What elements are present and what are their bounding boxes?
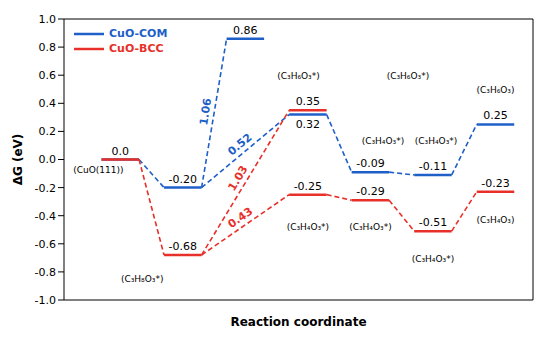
svg-text:-0.4: -0.4 xyxy=(35,210,56,223)
svg-text:(C₃H₄O₃): (C₃H₄O₃) xyxy=(476,215,514,225)
svg-text:1.0: 1.0 xyxy=(39,13,57,26)
svg-text:0.32: 0.32 xyxy=(296,118,321,131)
svg-text:(CuO(111)): (CuO(111)) xyxy=(73,165,123,175)
svg-text:Reaction coordinate: Reaction coordinate xyxy=(230,315,366,329)
svg-text:(C₃H₈O₃*): (C₃H₈O₃*) xyxy=(121,274,163,284)
svg-text:0.0: 0.0 xyxy=(112,145,130,158)
svg-text:(C₃H₆O₃*): (C₃H₆O₃*) xyxy=(277,71,319,81)
svg-text:(C₃H₄O₃*): (C₃H₄O₃*) xyxy=(415,136,457,146)
svg-text:0.0: 0.0 xyxy=(39,153,57,166)
svg-text:(C₃H₄O₃*): (C₃H₄O₃*) xyxy=(287,222,329,232)
svg-text:(C₃H₆O₃*): (C₃H₆O₃*) xyxy=(387,71,429,81)
svg-text:0.25: 0.25 xyxy=(483,109,508,122)
svg-text:0.6: 0.6 xyxy=(39,69,57,82)
html-text:CuO-BCC: CuO-BCC xyxy=(109,42,164,55)
svg-text:1.06: 1.06 xyxy=(197,97,214,126)
svg-text:0.35: 0.35 xyxy=(296,95,321,108)
svg-text:(C₃H₆O₃): (C₃H₆O₃) xyxy=(476,85,514,95)
svg-text:-0.29: -0.29 xyxy=(356,185,384,198)
svg-text:-0.68: -0.68 xyxy=(169,240,197,253)
svg-text:-0.23: -0.23 xyxy=(481,177,509,190)
svg-text:1.03: 1.03 xyxy=(225,163,250,193)
svg-text:(C₃H₄O₃*): (C₃H₄O₃*) xyxy=(349,222,391,232)
svg-text:0.4: 0.4 xyxy=(39,97,57,110)
svg-text:0.52: 0.52 xyxy=(225,131,254,158)
svg-text:-0.6: -0.6 xyxy=(35,238,56,251)
svg-text:0.43: 0.43 xyxy=(226,205,256,231)
svg-text:-0.8: -0.8 xyxy=(35,266,56,279)
svg-text:-0.11: -0.11 xyxy=(419,160,447,173)
svg-text:(C₃H₄O₃*): (C₃H₄O₃*) xyxy=(362,136,404,146)
svg-text:0.2: 0.2 xyxy=(39,125,57,138)
svg-text:0.86: 0.86 xyxy=(233,24,258,37)
svg-text:-0.20: -0.20 xyxy=(169,173,197,186)
svg-text:-0.09: -0.09 xyxy=(356,157,384,170)
svg-text:-0.25: -0.25 xyxy=(294,180,322,193)
svg-text:ΔG (eV): ΔG (eV) xyxy=(11,134,25,186)
svg-text:(C₃H₄O₃*): (C₃H₄O₃*) xyxy=(412,254,454,264)
svg-text:0.8: 0.8 xyxy=(39,41,57,54)
svg-text:-0.2: -0.2 xyxy=(35,182,56,195)
svg-text:-0.51: -0.51 xyxy=(419,216,447,229)
html-text:CuO-COM: CuO-COM xyxy=(109,27,168,40)
svg-text:-1.0: -1.0 xyxy=(35,294,56,307)
